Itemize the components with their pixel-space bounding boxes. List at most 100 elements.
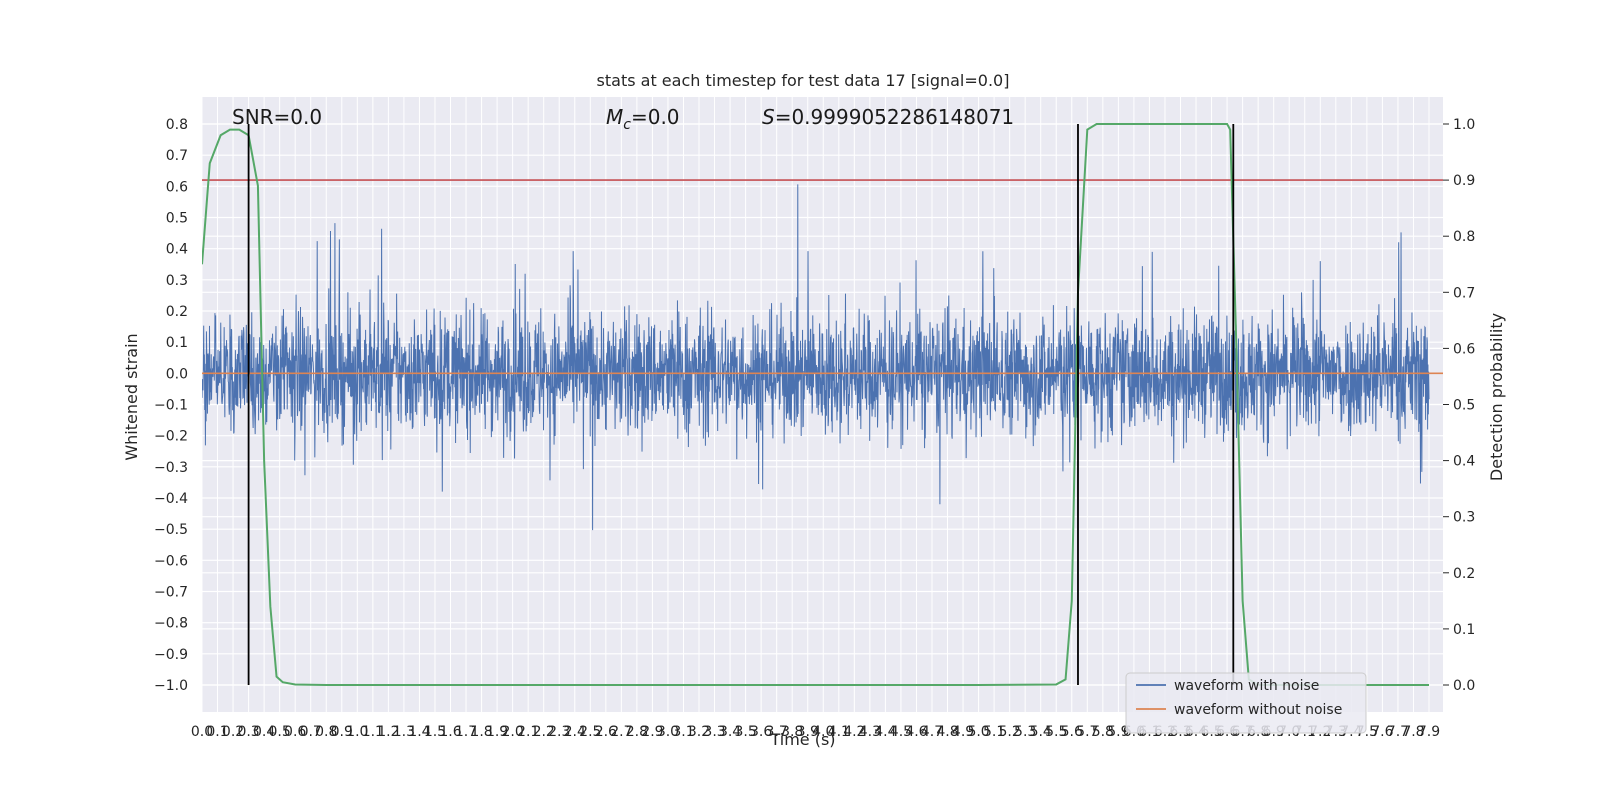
- x-tick-label: 2.5: [579, 724, 601, 740]
- y-tick-label-left: 0.0: [166, 366, 188, 382]
- y-tick-label-right: 0.3: [1453, 510, 1475, 526]
- series-detection-probability: [202, 123, 1429, 686]
- x-tick-label: 5.5: [1045, 724, 1067, 740]
- y-tick-label-right: 0.4: [1453, 454, 1475, 470]
- y-tick-label-right: 0.7: [1453, 285, 1475, 301]
- x-tick-label: 3.0: [657, 724, 679, 740]
- x-tick-label: 5.1: [983, 724, 1005, 740]
- y-tick-label-right: 0.0: [1453, 678, 1475, 694]
- x-tick-label: 1.2: [377, 724, 399, 740]
- x-tick-label: 2.6: [595, 724, 617, 740]
- left-y-axis-ticks: 0.8 0.7 0.6 0.5 0.4 0.3 0.2 0.1 0.0 −0.1 −0.2 −0.3 −…: [154, 117, 188, 694]
- y-tick-label-right: 0.1: [1453, 622, 1475, 638]
- x-tick-label: 2.3: [548, 724, 570, 740]
- x-tick-label: 1.1: [362, 724, 384, 740]
- x-tick-label: 5.0: [967, 724, 989, 740]
- x-tick-label: 0.2: [222, 724, 244, 740]
- x-tick-label: 5.6: [1061, 724, 1083, 740]
- x-tick-label: 1.4: [408, 724, 430, 740]
- x-tick-label: 0.5: [269, 724, 291, 740]
- x-tick-label: 0.3: [237, 724, 259, 740]
- y-tick-label-left: 0.7: [166, 148, 188, 164]
- x-tick-label: 7.7: [1387, 724, 1409, 740]
- x-tick-label: 1.5: [424, 724, 446, 740]
- x-tick-label: 5.3: [1014, 724, 1036, 740]
- x-tick-label: 0.7: [300, 724, 322, 740]
- x-tick-label: 2.2: [533, 724, 555, 740]
- y-tick-label-left: −0.7: [154, 585, 188, 601]
- x-tick-label: 7.9: [1418, 724, 1440, 740]
- y-tick-label-right: 0.5: [1453, 398, 1475, 414]
- chirp-mass-annotation: Mc=0.0: [606, 105, 680, 133]
- y-tick-label-left: −0.4: [154, 491, 188, 507]
- y-tick-label-right: 0.8: [1453, 229, 1475, 245]
- x-tick-label: 3.4: [719, 724, 741, 740]
- x-tick-label: 4.0: [812, 724, 834, 740]
- series-waveform-with-noise: [202, 184, 1430, 531]
- x-tick-label: 0.6: [284, 724, 306, 740]
- x-tick-label: 1.8: [470, 724, 492, 740]
- right-y-axis-ticks: 1.0 0.9 0.8 0.7 0.6 0.5 0.4 0.3 0.2 0.1 0.0: [1443, 117, 1475, 694]
- x-tick-label: 4.9: [952, 724, 974, 740]
- vertical-markers: [247, 124, 1235, 685]
- x-tick-label: 3.5: [734, 724, 756, 740]
- legend: waveform with noise waveform without noi…: [1125, 672, 1367, 734]
- x-tick-label: 5.7: [1076, 724, 1098, 740]
- y-tick-label-left: 0.6: [166, 179, 188, 195]
- x-tick-label: 3.3: [703, 724, 725, 740]
- y-tick-label-right: 0.2: [1453, 566, 1475, 582]
- y-axis-label-left: Whitened strain: [122, 333, 141, 460]
- x-tick-label: 4.3: [859, 724, 881, 740]
- x-tick-label: 3.6: [750, 724, 772, 740]
- x-tick-label: 4.1: [828, 724, 850, 740]
- x-tick-label: 0.0: [191, 724, 213, 740]
- x-tick-label: 3.8: [781, 724, 803, 740]
- x-tick-label: 5.2: [999, 724, 1021, 740]
- x-axis-label: Time (s): [769, 730, 835, 749]
- y-tick-label-left: −0.6: [154, 553, 188, 569]
- y-tick-label-left: 0.3: [166, 273, 188, 289]
- y-tick-label-left: 0.2: [166, 304, 188, 320]
- x-tick-label: 1.6: [439, 724, 461, 740]
- legend-label-clean: waveform without noise: [1174, 702, 1342, 718]
- x-tick-label: 3.2: [688, 724, 710, 740]
- x-tick-label: 1.7: [455, 724, 477, 740]
- x-tick-label: 4.2: [843, 724, 865, 740]
- x-tick-label: 4.6: [905, 724, 927, 740]
- y-tick-label-left: −1.0: [154, 678, 188, 694]
- legend-label-noise: waveform with noise: [1174, 678, 1319, 694]
- snr-annotation: SNR=0.0: [232, 105, 322, 129]
- x-tick-label: 3.9: [797, 724, 819, 740]
- x-tick-label: 2.1: [517, 724, 539, 740]
- x-tick-label: 4.7: [921, 724, 943, 740]
- x-tick-label: 5.8: [1092, 724, 1114, 740]
- x-tick-label: 7.6: [1371, 724, 1393, 740]
- x-tick-label: 4.5: [890, 724, 912, 740]
- x-tick-label: 3.7: [766, 724, 788, 740]
- x-tick-label: 0.8: [315, 724, 337, 740]
- x-tick-label: 2.8: [626, 724, 648, 740]
- y-axis-label-right: Detection probability: [1487, 313, 1506, 481]
- y-tick-label-left: −0.8: [154, 616, 188, 632]
- y-tick-label-left: −0.2: [154, 429, 188, 445]
- x-tick-label: 2.9: [641, 724, 663, 740]
- chart-title: stats at each timestep for test data 17 …: [597, 71, 1010, 90]
- x-tick-label: 1.9: [486, 724, 508, 740]
- y-tick-label-left: 0.1: [166, 335, 188, 351]
- y-tick-label-left: 0.8: [166, 117, 188, 133]
- x-tick-label: 2.0: [502, 724, 524, 740]
- y-tick-label-left: −0.5: [154, 522, 188, 538]
- x-tick-label: 1.3: [393, 724, 415, 740]
- y-tick-label-left: 0.4: [166, 242, 188, 258]
- x-tick-label: 7.8: [1402, 724, 1424, 740]
- y-tick-label-right: 0.6: [1453, 341, 1475, 357]
- x-tick-label: 3.1: [672, 724, 694, 740]
- x-tick-label: 1.0: [346, 724, 368, 740]
- y-tick-label-left: 0.5: [166, 211, 188, 227]
- x-tick-label: 4.4: [874, 724, 896, 740]
- y-tick-label-left: −0.1: [154, 398, 188, 414]
- y-tick-label-right: 0.9: [1453, 173, 1475, 189]
- y-tick-label-left: −0.9: [154, 647, 188, 663]
- x-tick-label: 5.9: [1107, 724, 1129, 740]
